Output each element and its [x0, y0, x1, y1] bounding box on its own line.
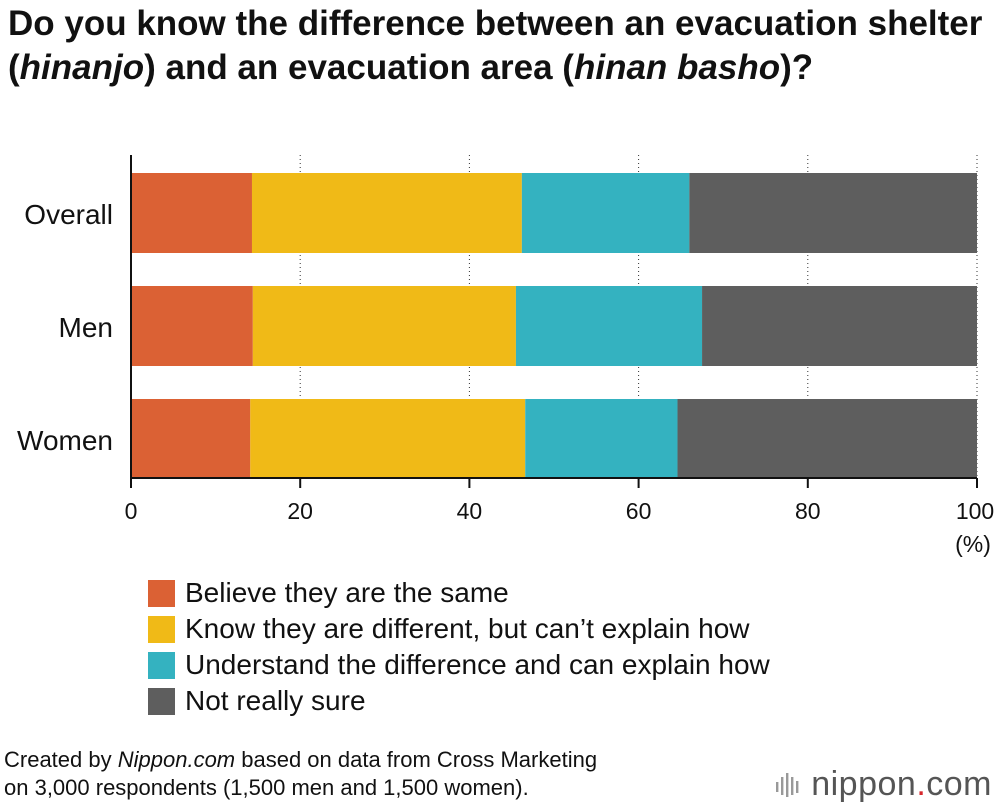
bar-segment: [521, 173, 690, 253]
bar-segment: [251, 173, 522, 253]
bar-segment: [515, 286, 703, 366]
bar-segment: [702, 286, 977, 366]
x-unit-label: (%): [955, 531, 991, 557]
x-tick-label: 40: [457, 498, 483, 524]
chart-title: Do you know the difference between an ev…: [8, 4, 983, 87]
source-note: Created by Nippon.com based on data from…: [4, 747, 598, 800]
bar-segment: [252, 286, 516, 366]
legend-item: Believe they are the same: [148, 575, 770, 611]
legend-item: Not really sure: [148, 683, 770, 719]
x-tick-label: 20: [287, 498, 313, 524]
x-tick-label: 80: [795, 498, 821, 524]
bar-segment: [250, 399, 526, 479]
legend-item: Understand the difference and can explai…: [148, 647, 770, 683]
category-label: Women: [17, 425, 113, 456]
bar-segment: [525, 399, 678, 479]
bar-segment: [131, 399, 251, 479]
legend-label: Know they are different, but can’t expla…: [185, 613, 750, 644]
legend-item: Know they are different, but can’t expla…: [148, 611, 770, 647]
bar-segment: [677, 399, 977, 479]
legend-swatch: [148, 651, 175, 679]
logo-text: nippon: [811, 765, 917, 803]
logo-suffix: com: [926, 765, 992, 803]
bar-segment: [689, 173, 977, 253]
legend: Believe they are the same Know they are d…: [148, 575, 770, 719]
x-tick-label: 100: [956, 498, 994, 524]
category-label: Men: [59, 312, 113, 343]
stacked-bar-chart: Overall Men Women 0 20 40 60 80 100 (%): [17, 155, 994, 557]
legend-swatch: [148, 687, 175, 715]
legend-swatch: [148, 579, 175, 607]
x-tick-label: 0: [125, 498, 138, 524]
category-label: Overall: [24, 199, 113, 230]
x-tick-label: 60: [626, 498, 652, 524]
legend-label: Believe they are the same: [185, 577, 509, 608]
bar-segment: [131, 286, 253, 366]
nippon-logo: nippon. com: [775, 765, 992, 804]
legend-label: Understand the difference and can explai…: [185, 649, 770, 680]
legend-swatch: [148, 615, 175, 643]
logo-bars-icon: [776, 772, 799, 797]
logo-dot: .: [916, 765, 927, 803]
legend-label: Not really sure: [185, 685, 366, 716]
bar-segment: [131, 173, 252, 253]
